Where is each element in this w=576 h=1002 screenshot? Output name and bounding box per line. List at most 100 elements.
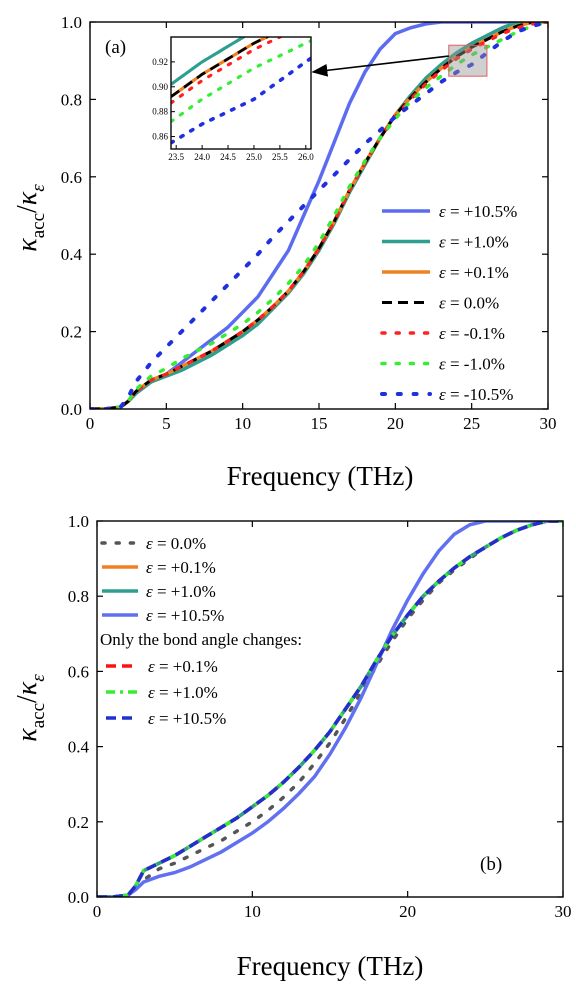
inset-y-tick-label: 0.90: [152, 82, 168, 92]
legend-value: = +10.5%: [155, 709, 227, 728]
panel-b-frame: [96, 520, 564, 898]
legend-entry-label: ε = +1.0%: [146, 582, 216, 601]
panel-b: κacc/κε 0 10 20 30 0.0 0.2 0.4 0.6 0.8 1.0 (b) Fr…: [12, 512, 572, 981]
legend-value: = +0.1%: [155, 657, 218, 676]
legend-entry-label: ε = +0.1%: [148, 657, 218, 676]
legend-symbol: ε: [439, 233, 446, 252]
legend-symbol: ε: [439, 294, 446, 313]
x-tick-label: 20: [399, 902, 416, 921]
panel-b-legend: ε = 0.0%ε = +0.1%ε = +1.0%ε = +10.5%Only…: [100, 534, 302, 728]
inset-x-tick-label: 24.0: [194, 152, 210, 162]
inset-series-line-1: [171, 37, 247, 86]
legend-symbol: ε: [439, 385, 446, 404]
inset-y-tick-label: 0.92: [152, 57, 168, 67]
inset-x-tick-label: 23.5: [168, 152, 184, 162]
series-line-4: [90, 22, 548, 409]
zoom-arrow: [311, 55, 449, 77]
panel-b-label: (b): [480, 854, 502, 875]
legend-value: = -1.0%: [446, 355, 505, 374]
legend-value: = +0.1%: [446, 263, 509, 282]
legend-entry-label: ε = +1.0%: [439, 233, 509, 252]
legend-entry-label: ε = 0.0%: [439, 294, 499, 313]
y-label-kappa-2: κ: [12, 191, 43, 205]
y-tick-label: 0.0: [68, 888, 89, 907]
inset-x-tick-label: 26.0: [298, 152, 314, 162]
inset-x-tick-label: 24.5: [220, 152, 236, 162]
series-line-0: [97, 521, 563, 897]
panel-a-axes: 0 5 10 15 20 25 30 0.0 0.2 0.4 0.6 0.8 1.0: [61, 13, 557, 433]
legend-entry-label: ε = +10.5%: [439, 202, 517, 221]
inset-x-tick-label: 25.5: [272, 152, 288, 162]
x-tick-label: 20: [387, 414, 404, 433]
inset-series-line-5: [171, 39, 311, 124]
legend-symbol: ε: [146, 606, 153, 625]
y-label-sub-2: ε: [28, 674, 49, 682]
legend-value: = -0.1%: [446, 324, 505, 343]
x-tick-label: 30: [555, 902, 572, 921]
inset-y-tick-label: 0.88: [152, 107, 168, 117]
y-label-sub-1: acc: [28, 703, 49, 728]
legend-symbol: ε: [439, 355, 446, 374]
y-tick-label: 0.4: [61, 245, 83, 264]
x-tick-label: 25: [463, 414, 480, 433]
x-tick-label: 10: [234, 414, 251, 433]
legend-symbol: ε: [146, 558, 153, 577]
inset-series-line-3: [171, 37, 271, 98]
legend-symbol: ε: [148, 683, 155, 702]
panel-a-x-label: Frequency (THz): [227, 461, 414, 491]
y-label-sub-2: ε: [28, 184, 49, 192]
y-tick-label: 0.8: [61, 90, 82, 109]
legend-symbol: ε: [146, 534, 153, 553]
series-line-6: [90, 22, 548, 409]
legend-bond-angle-note: Only the bond angle changes:: [100, 630, 302, 649]
inset-x-tick-label: 25.0: [246, 152, 262, 162]
y-tick-label: 0.2: [68, 813, 89, 832]
legend-entry-label: ε = 0.0%: [146, 534, 206, 553]
panel-a-label: (a): [105, 37, 126, 58]
x-tick-label: 15: [311, 414, 328, 433]
legend-value: = +1.0%: [155, 683, 218, 702]
y-label-sub-1: acc: [28, 213, 49, 238]
y-tick-label: 0.4: [68, 738, 90, 757]
legend-symbol: ε: [148, 709, 155, 728]
legend-value: = 0.0%: [446, 294, 500, 313]
x-tick-label: 0: [93, 902, 102, 921]
legend-value: = +0.1%: [153, 558, 216, 577]
y-tick-label: 0.6: [68, 662, 89, 681]
legend-entry-label: ε = +0.1%: [146, 558, 216, 577]
y-label-kappa-2: κ: [12, 681, 43, 695]
y-label-kappa-1: κ: [12, 728, 43, 742]
inset-series-line-6: [171, 56, 311, 145]
x-tick-label: 10: [244, 902, 261, 921]
inset-y-tick-label: 0.86: [152, 132, 168, 142]
panel-a-y-label: κacc/κε: [12, 184, 49, 252]
inset-series-line-4: [171, 37, 284, 105]
legend-entry-label: ε = -0.1%: [439, 324, 505, 343]
legend-value: = +10.5%: [153, 606, 225, 625]
legend-symbol: ε: [148, 657, 155, 676]
panel-b-x-label: Frequency (THz): [237, 951, 424, 981]
legend-entry-label: ε = -10.5%: [439, 385, 513, 404]
legend-value: = +1.0%: [153, 582, 216, 601]
panel-a-legend: ε = +10.5%ε = +1.0%ε = +0.1%ε = 0.0%ε = …: [380, 202, 517, 404]
x-tick-label: 5: [162, 414, 171, 433]
legend-value: = 0.0%: [153, 534, 207, 553]
y-tick-label: 0.2: [61, 323, 82, 342]
x-tick-label: 30: [540, 414, 557, 433]
panel-a: κacc/κε 0 5 10 15 20 25 30 0.0 0.2 0.4 0.6 0.8 1.0 (…: [12, 13, 557, 491]
legend-value: = +10.5%: [446, 202, 518, 221]
legend-value: = -10.5%: [446, 385, 514, 404]
panel-b-y-label: κacc/κε: [12, 674, 49, 742]
inset-frame: [170, 36, 312, 150]
legend-symbol: ε: [439, 202, 446, 221]
x-tick-label: 0: [86, 414, 95, 433]
legend-entry-label: ε = +0.1%: [439, 263, 509, 282]
y-tick-label: 0.6: [61, 168, 82, 187]
panel-b-axes: 0 10 20 30 0.0 0.2 0.4 0.6 0.8 1.0: [68, 512, 572, 921]
y-tick-label: 1.0: [68, 512, 89, 531]
y-tick-label: 0.8: [68, 587, 89, 606]
series-line-6: [97, 521, 563, 897]
y-tick-label: 1.0: [61, 13, 82, 32]
y-label-kappa-1: κ: [12, 238, 43, 252]
legend-entry-label: ε = +10.5%: [148, 709, 226, 728]
